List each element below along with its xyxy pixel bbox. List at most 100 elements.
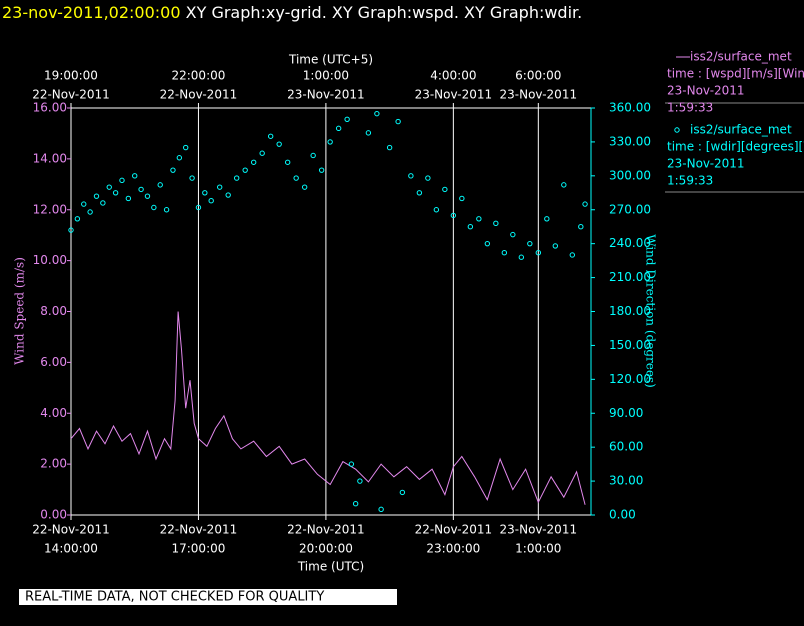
wind-direction-point <box>386 144 393 151</box>
wind-direction-point <box>284 159 291 165</box>
x-tick-date: 22-Nov-2011 <box>415 523 493 537</box>
x-tick-date: 23-Nov-2011 <box>500 523 578 537</box>
wind-direction-point <box>327 139 333 145</box>
y-tick-label: 2.00 <box>40 457 67 471</box>
x2-axis-title: Time (UTC+5) <box>288 53 373 67</box>
wind-direction-point <box>450 212 457 219</box>
wind-direction-point <box>189 175 195 181</box>
x-tick-date: 22-Nov-2011 <box>32 523 110 537</box>
wind-direction-point <box>176 155 183 161</box>
wind-direction-point <box>535 250 542 256</box>
x2-tick-date: 23-Nov-2011 <box>500 88 578 102</box>
wind-direction-point <box>68 227 74 233</box>
legend-info: time : [wspd][m/s][Wind <box>667 67 804 81</box>
x-tick-date: 22-Nov-2011 <box>287 523 365 537</box>
x2-tick-date: 22-Nov-2011 <box>160 88 238 102</box>
wind-direction-point <box>357 478 363 484</box>
wind-direction-point <box>233 175 240 181</box>
y2-tick-label: 0.00 <box>609 508 636 522</box>
y-tick-label: 14.00 <box>33 151 67 165</box>
title-time: 23-nov-2011,02:00:00 <box>2 3 181 22</box>
wind-direction-point <box>518 254 525 260</box>
wind-direction-point <box>242 167 248 173</box>
y-axis-title: Wind Speed (m/s) <box>13 257 27 365</box>
wind-direction-point <box>484 240 491 247</box>
wind-direction-point <box>267 133 274 139</box>
wind-direction-point <box>195 204 202 211</box>
x2-tick-date: 22-Nov-2011 <box>32 88 110 102</box>
x2-tick-label: 6:00:00 <box>515 69 561 83</box>
y-tick-label: 12.00 <box>33 202 67 216</box>
wind-direction-point <box>259 150 265 156</box>
y2-tick-label: 90.00 <box>609 406 643 420</box>
wind-direction-point <box>138 186 144 193</box>
wind-direction-point <box>144 193 151 199</box>
wind-direction-point <box>100 200 106 206</box>
y2-tick-label: 30.00 <box>609 474 643 488</box>
wind-direction-point <box>544 216 550 222</box>
y2-tick-label: 300.00 <box>609 168 651 182</box>
y2-axis-title: Wind Direction (degrees) <box>644 234 658 388</box>
y2-tick-label: 120.00 <box>609 372 651 386</box>
wind-direction-point <box>378 506 384 513</box>
wind-direction-point <box>112 190 119 196</box>
wind-direction-point <box>225 192 231 198</box>
wind-direction-point <box>467 224 474 230</box>
wind-direction-point <box>459 195 465 202</box>
wind-direction-point <box>395 118 401 125</box>
wind-direction-point <box>276 141 282 147</box>
x2-tick-label: 19:00:00 <box>44 69 98 83</box>
wind-direction-point <box>561 182 567 188</box>
wind-direction-point <box>433 207 440 213</box>
x-tick-label: 14:00:00 <box>44 542 98 556</box>
x2-tick-label: 22:00:00 <box>171 69 225 83</box>
wind-direction-point <box>125 195 132 202</box>
wind-direction-point <box>399 489 406 496</box>
wind-direction-point <box>527 240 533 247</box>
wind-direction-point <box>425 175 431 181</box>
y2-tick-label: 270.00 <box>609 202 651 216</box>
wind-direction-point <box>301 184 308 190</box>
y-tick-label: 10.00 <box>33 253 67 267</box>
wind-direction-point <box>442 186 448 193</box>
wind-direction-point <box>365 130 372 136</box>
y2-tick-label: 60.00 <box>609 440 643 454</box>
wind-direction-point <box>310 152 316 159</box>
wind-direction-point <box>476 216 482 222</box>
x2-tick-date: 23-Nov-2011 <box>287 88 365 102</box>
wind-direction-point <box>106 184 112 190</box>
y2-tick-label: 240.00 <box>609 236 651 250</box>
x-tick-label: 17:00:00 <box>171 542 225 556</box>
wind-direction-point <box>582 201 588 207</box>
x-axis-title: Time (UTC) <box>297 560 364 574</box>
legend-label: iss2/surface_met <box>690 50 792 64</box>
wind-direction-point <box>374 110 380 117</box>
wind-direction-point <box>183 144 189 151</box>
wind-direction-point <box>569 252 576 258</box>
wind-direction-point <box>578 224 584 230</box>
x-tick-label: 1:00:00 <box>515 542 561 556</box>
wind-speed-line <box>70 311 586 505</box>
x2-tick-label: 1:00:00 <box>303 69 349 83</box>
wind-direction-point <box>335 125 342 132</box>
wind-direction-point <box>81 201 87 207</box>
wind-direction-point <box>416 190 423 196</box>
y2-tick-label: 180.00 <box>609 304 651 318</box>
wind-direction-point <box>170 167 176 173</box>
legend-label: iss2/surface_met <box>690 123 792 137</box>
y2-tick-label: 330.00 <box>609 134 651 148</box>
legend-info: 23-Nov-2011 <box>667 84 745 98</box>
wind-direction-point <box>132 173 138 179</box>
legend-info: 1:59:33 <box>667 101 713 115</box>
wind-direction-point <box>250 159 257 165</box>
y-tick-label: 4.00 <box>40 406 67 420</box>
y2-tick-label: 360.00 <box>609 101 651 115</box>
wind-direction-point <box>293 175 299 181</box>
x-tick-label: 23:00:00 <box>426 542 480 556</box>
x-tick-date: 22-Nov-2011 <box>160 523 238 537</box>
wind-direction-point <box>87 209 93 215</box>
y-tick-label: 6.00 <box>40 355 67 369</box>
y-tick-label: 16.00 <box>33 101 67 115</box>
wind-direction-point <box>408 173 414 179</box>
